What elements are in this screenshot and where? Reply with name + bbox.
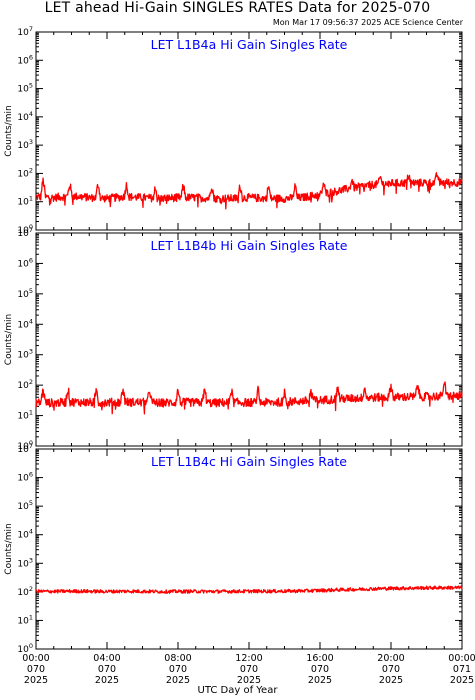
y-tick-label: 103	[17, 556, 33, 569]
panel-title: LET L1B4c Hi Gain Singles Rate	[151, 454, 347, 469]
x-tick-year: 2025	[379, 675, 403, 686]
panel-frame	[35, 448, 463, 650]
x-tick-doy: 070	[169, 664, 187, 675]
y-tick-label: 101	[17, 409, 33, 422]
x-tick-doy: 070	[98, 664, 116, 675]
x-tick-year: 2025	[237, 675, 261, 686]
y-tick-label: 106	[17, 53, 33, 66]
x-tick-year: 2025	[95, 675, 119, 686]
y-axis-label: Counts/min	[4, 523, 14, 574]
x-tick-doy: 070	[311, 664, 329, 675]
chart-main-title: LET ahead Hi-Gain SINGLES RATES Data for…	[44, 0, 431, 16]
x-tick-time: 04:00	[93, 653, 120, 664]
series-line	[35, 585, 463, 594]
y-tick-label: 102	[17, 378, 33, 391]
y-tick-label: 105	[17, 287, 33, 300]
x-tick-doy: 071	[453, 664, 471, 675]
y-axis-label: Counts/min	[4, 314, 14, 365]
y-tick-label: 104	[17, 528, 33, 541]
y-tick-label: 104	[17, 110, 33, 123]
x-tick-year: 2025	[24, 675, 48, 686]
y-tick-label: 102	[17, 166, 33, 179]
y-tick-label: 103	[17, 138, 33, 151]
x-tick-time: 12:00	[235, 653, 262, 664]
y-axis-label: Counts/min	[4, 105, 14, 156]
x-tick-doy: 070	[382, 664, 400, 675]
y-tick-label: 104	[17, 317, 33, 330]
x-tick-year: 2025	[308, 675, 332, 686]
x-tick-year: 2025	[166, 675, 190, 686]
generation-timestamp: Mon Mar 17 09:56:37 2025 ACE Science Cen…	[272, 18, 463, 27]
x-tick-doy: 070	[27, 664, 45, 675]
panel-frame	[35, 232, 463, 447]
y-tick-label: 105	[17, 82, 33, 95]
series-line	[35, 171, 463, 210]
x-tick-time: 00:00	[448, 653, 475, 664]
x-tick-time: 00:00	[22, 653, 49, 664]
y-tick-label: 106	[17, 471, 33, 484]
x-tick-time: 08:00	[164, 653, 191, 664]
panel-title: LET L1B4a Hi Gain Singles Rate	[151, 37, 348, 52]
x-axis-label: UTC Day of Year	[197, 685, 278, 696]
y-tick-label: 101	[17, 613, 33, 626]
y-tick-label: 107	[17, 25, 33, 38]
y-tick-label: 106	[17, 256, 33, 269]
y-tick-label: 105	[17, 499, 33, 512]
y-tick-label: 103	[17, 348, 33, 361]
x-tick-year: 2025	[450, 675, 474, 686]
y-tick-label: 102	[17, 585, 33, 598]
x-tick-time: 16:00	[306, 653, 333, 664]
y-tick-label: 101	[17, 195, 33, 208]
x-tick-doy: 070	[240, 664, 258, 675]
series-line	[35, 381, 463, 415]
panel-title: LET L1B4b Hi Gain Singles Rate	[151, 238, 348, 253]
x-tick-time: 20:00	[377, 653, 404, 664]
